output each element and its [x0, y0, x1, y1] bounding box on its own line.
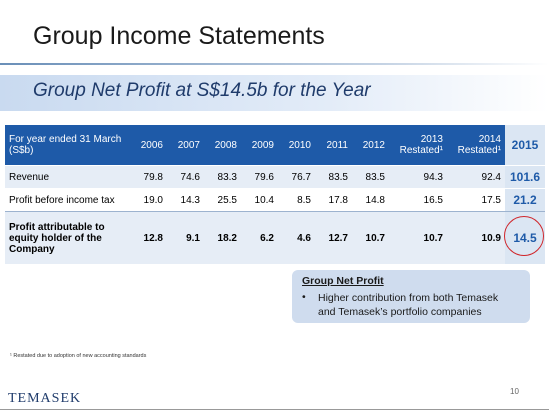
- value-cell: 12.7: [315, 211, 352, 265]
- value-cell: 83.5: [352, 165, 389, 189]
- income-table: For year ended 31 March (S$b) 2006 2007 200…: [5, 125, 545, 265]
- value-cell: 76.7: [278, 165, 315, 189]
- page-number: 10: [510, 387, 519, 396]
- subtitle-band: [0, 75, 549, 111]
- value-cell: 17.8: [315, 188, 352, 212]
- header-cell: 2011: [315, 125, 352, 166]
- subtitle: Group Net Profit at S$14.5b for the Year: [33, 80, 371, 101]
- value-cell: 10.7: [389, 211, 447, 265]
- highlight-circle: [504, 216, 544, 256]
- value-cell: 83.5: [315, 165, 352, 189]
- row-label: Profit before income tax: [5, 188, 130, 212]
- header-cell: 2008: [204, 125, 241, 166]
- header-cell: 2012: [352, 125, 389, 166]
- value-cell: 12.8: [130, 211, 167, 265]
- value-cell: 21.2: [505, 188, 545, 212]
- header-cell: 2007: [167, 125, 204, 166]
- value-cell: 9.1: [167, 211, 204, 265]
- callout-box: Group Net Profit • Higher contribution f…: [292, 270, 530, 323]
- title-rule: [0, 63, 549, 65]
- value-cell: 4.6: [278, 211, 315, 265]
- header-cell: 2015: [505, 125, 545, 166]
- bullet: •: [302, 291, 306, 303]
- table-row: Revenue 79.8 74.6 83.3 79.6 76.7 83.5 83.5 94.3 9…: [5, 165, 545, 189]
- value-cell: 94.3: [389, 165, 447, 189]
- value-cell: 74.6: [167, 165, 204, 189]
- value-cell: 101.6: [505, 165, 545, 189]
- footnote: ¹ Restated due to adoption of new accoun…: [10, 353, 147, 359]
- table-row: Profit attributable to equity holder of …: [5, 211, 545, 265]
- value-cell: 14.3: [167, 188, 204, 212]
- header-cell: For year ended 31 March (S$b): [5, 125, 130, 166]
- value-cell: 17.5: [447, 188, 505, 212]
- callout-heading: Group Net Profit: [302, 275, 384, 287]
- header-cell: 2009: [241, 125, 278, 166]
- value-cell: 19.0: [130, 188, 167, 212]
- value-cell: 16.5: [389, 188, 447, 212]
- header-cell: 2014 Restated¹: [447, 125, 505, 166]
- header-cell: 2006: [130, 125, 167, 166]
- bottom-rule: [0, 409, 549, 410]
- slide-title: Group Income Statements: [33, 22, 325, 50]
- value-cell: 8.5: [278, 188, 315, 212]
- value-cell: 6.2: [241, 211, 278, 265]
- value-cell: 10.4: [241, 188, 278, 212]
- value-cell: 83.3: [204, 165, 241, 189]
- logo: TEMASEK: [8, 391, 82, 406]
- value-cell: 14.8: [352, 188, 389, 212]
- value-cell: 25.5: [204, 188, 241, 212]
- table-row: Profit before income tax 19.0 14.3 25.5 10.4…: [5, 188, 545, 212]
- callout-text: Higher contribution from both Temasek an…: [318, 292, 499, 318]
- header-row: For year ended 31 March (S$b) 2006 2007 200…: [5, 125, 545, 166]
- row-label: Revenue: [5, 165, 130, 189]
- row-label: Profit attributable to equity holder of …: [5, 211, 130, 265]
- value-cell: 10.9: [447, 211, 505, 265]
- value-cell: 18.2: [204, 211, 241, 265]
- header-cell: 2010: [278, 125, 315, 166]
- value-cell: 79.8: [130, 165, 167, 189]
- value-cell: 92.4: [447, 165, 505, 189]
- value-cell: 79.6: [241, 165, 278, 189]
- value-cell: 10.7: [352, 211, 389, 265]
- header-cell: 2013 Restated¹: [389, 125, 447, 166]
